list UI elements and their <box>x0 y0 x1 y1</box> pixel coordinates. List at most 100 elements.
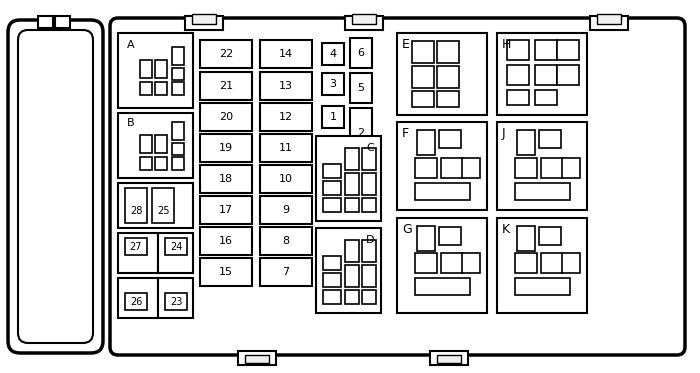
Bar <box>515 183 570 200</box>
Bar <box>562 158 580 178</box>
Bar <box>323 198 341 212</box>
Bar <box>322 73 344 95</box>
Text: 21: 21 <box>219 81 233 91</box>
Bar <box>535 40 557 60</box>
Bar <box>439 227 461 245</box>
Text: 20: 20 <box>219 112 233 122</box>
Bar <box>541 253 563 273</box>
Bar <box>316 228 381 313</box>
Bar <box>535 90 557 105</box>
Text: E: E <box>402 38 410 51</box>
Bar <box>557 40 579 60</box>
Bar <box>165 238 187 255</box>
Bar <box>152 188 174 223</box>
Bar <box>165 293 187 310</box>
Bar <box>118 278 158 318</box>
Bar <box>200 227 252 255</box>
Bar <box>200 103 252 131</box>
Bar <box>172 122 184 140</box>
Text: 28: 28 <box>130 206 142 216</box>
Bar <box>497 33 587 115</box>
Bar <box>185 16 223 30</box>
Bar <box>125 188 147 223</box>
Bar <box>140 135 152 153</box>
Bar <box>200 40 252 68</box>
Bar <box>415 158 437 178</box>
Bar <box>539 130 561 148</box>
Text: 18: 18 <box>219 174 233 184</box>
Bar <box>345 16 383 30</box>
Text: 9: 9 <box>282 205 290 215</box>
Bar <box>412 91 434 107</box>
Bar <box>260 134 312 162</box>
Bar <box>345 240 359 262</box>
Bar <box>397 218 487 313</box>
FancyBboxPatch shape <box>8 20 103 353</box>
FancyBboxPatch shape <box>18 30 93 343</box>
Bar <box>238 351 276 365</box>
Bar <box>200 196 252 224</box>
Bar <box>362 173 376 195</box>
Bar <box>260 258 312 286</box>
Bar <box>350 38 372 68</box>
Bar <box>38 16 53 28</box>
Bar <box>515 253 537 273</box>
Bar <box>172 68 184 80</box>
Bar <box>541 158 563 178</box>
Bar <box>362 198 376 212</box>
Bar <box>323 273 341 287</box>
Text: B: B <box>127 118 134 128</box>
Text: 1: 1 <box>330 112 337 122</box>
Text: 19: 19 <box>219 143 233 153</box>
Text: D: D <box>365 235 374 245</box>
Bar <box>125 293 147 310</box>
Text: 16: 16 <box>219 236 233 246</box>
Bar <box>345 265 359 287</box>
Bar <box>517 130 535 155</box>
Bar <box>415 278 470 295</box>
Bar <box>350 73 372 103</box>
Text: F: F <box>402 127 409 140</box>
Bar <box>507 90 529 105</box>
Text: 2: 2 <box>358 128 365 138</box>
Bar <box>200 165 252 193</box>
Bar <box>590 16 628 30</box>
Bar <box>497 122 587 210</box>
Bar <box>415 253 437 273</box>
Bar <box>260 196 312 224</box>
Bar <box>192 14 216 24</box>
Bar <box>462 158 480 178</box>
Text: 12: 12 <box>279 112 293 122</box>
Bar <box>415 183 470 200</box>
Bar <box>260 40 312 68</box>
Bar <box>118 33 193 108</box>
Bar <box>323 181 341 195</box>
Bar <box>172 82 184 95</box>
Text: 22: 22 <box>219 49 233 59</box>
Bar <box>323 256 341 270</box>
Text: H: H <box>502 38 512 51</box>
Bar <box>439 130 461 148</box>
Bar <box>140 157 152 170</box>
Bar <box>140 60 152 78</box>
Bar <box>350 108 372 158</box>
Bar <box>118 233 158 273</box>
Bar <box>562 253 580 273</box>
Bar <box>412 66 434 88</box>
Bar <box>345 290 359 304</box>
Text: 24: 24 <box>170 242 182 252</box>
Bar <box>362 148 376 170</box>
Text: 8: 8 <box>282 236 290 246</box>
Bar <box>323 164 341 178</box>
Bar <box>597 14 621 24</box>
Bar <box>55 16 70 28</box>
Bar <box>515 158 537 178</box>
Text: 3: 3 <box>330 79 337 89</box>
Text: 17: 17 <box>219 205 233 215</box>
Bar <box>497 218 587 313</box>
Bar <box>397 122 487 210</box>
Bar <box>362 240 376 262</box>
Text: A: A <box>127 40 134 50</box>
Bar <box>517 226 535 251</box>
Bar <box>345 148 359 170</box>
